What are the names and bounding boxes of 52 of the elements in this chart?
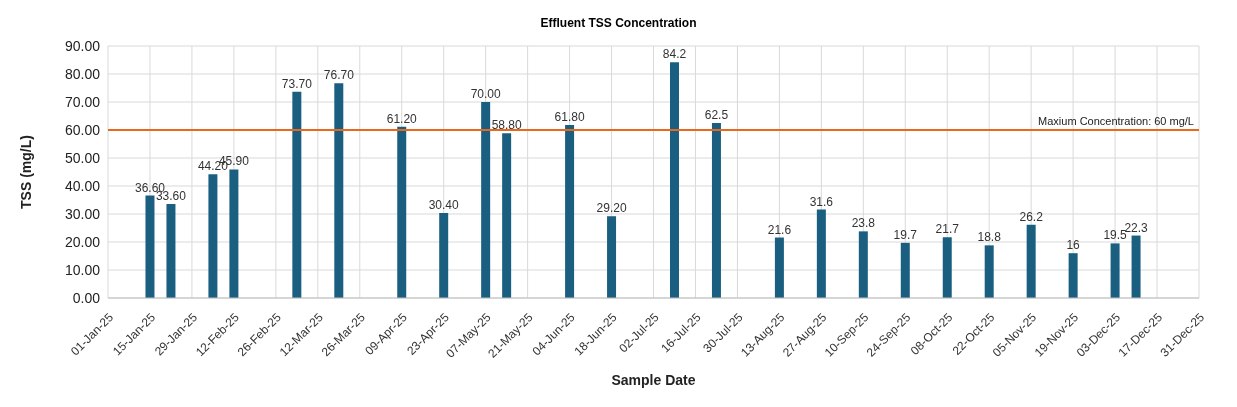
data-label: 31.6 [809,194,834,209]
data-label: 84.2 [662,47,687,62]
bar [900,242,910,298]
bar [292,91,302,298]
bar [711,123,721,298]
bar [858,231,868,298]
data-label: 21.6 [767,222,792,237]
bar [397,126,407,298]
y-tick-label: 20.00 [64,233,101,250]
data-label: 18.8 [977,230,1002,245]
data-label: 76.70 [323,68,355,83]
y-tick-label: 80.00 [64,65,101,82]
ref-line-label: Maxium Concentration: 60 mg/L [1038,115,1194,127]
data-label: 58.80 [491,118,522,133]
y-tick-label: 90.00 [64,37,101,54]
data-label: 62.5 [704,108,729,122]
bar [481,102,491,298]
bar [1110,243,1120,298]
y-tick-label: 0.00 [72,289,101,306]
data-label: 61.80 [554,109,585,124]
bar [1131,235,1141,298]
bar [984,245,994,298]
data-label: 29.20 [596,201,627,216]
data-label: 16 [1066,238,1081,253]
data-label: 19.7 [893,227,918,242]
data-label: 73.70 [281,76,313,91]
y-axis-title: TSS (mg/L) [17,135,34,209]
chart-title: Effluent TSS Concentration [539,15,698,32]
bar [669,62,679,298]
bar [334,83,344,298]
bar [774,237,784,298]
bar [439,212,449,298]
y-tick-label: 60.00 [64,121,101,138]
bar [607,216,617,298]
data-label: 61.20 [386,111,418,126]
x-axis-title: Sample Date [611,372,696,388]
data-label: 70.00 [470,87,501,101]
bar [502,133,512,298]
y-tick-label: 70.00 [64,93,101,110]
bar [1068,253,1078,298]
bar [565,124,575,298]
data-label: 23.8 [851,216,876,231]
bar [1026,224,1036,298]
data-label: 21.7 [935,222,960,237]
y-tick-label: 40.00 [64,177,101,194]
bar [942,237,952,298]
y-tick-label: 30.00 [64,205,101,222]
data-label: 26.2 [1019,209,1044,224]
bar [816,209,826,298]
y-tick-label: 10.00 [64,261,101,278]
data-label: 30.40 [428,197,460,212]
y-tick-label: 50.00 [64,149,101,166]
